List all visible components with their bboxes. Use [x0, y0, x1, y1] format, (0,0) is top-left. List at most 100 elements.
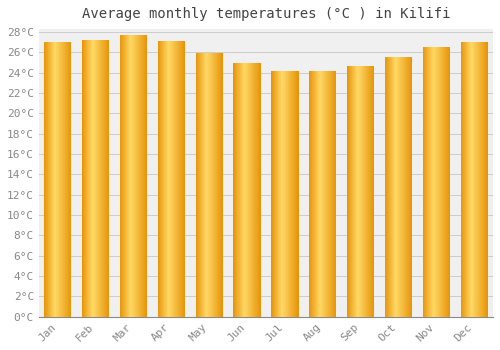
Bar [410, 56, 412, 317]
Bar [48, 42, 49, 317]
Bar [313, 71, 314, 317]
Bar [429, 47, 430, 317]
Bar [286, 71, 287, 317]
Bar [248, 63, 249, 317]
Bar [66, 42, 68, 317]
Bar [202, 54, 203, 317]
Bar [435, 47, 436, 317]
Bar [121, 35, 122, 317]
Bar [487, 42, 488, 317]
Bar [95, 40, 96, 317]
Bar [90, 40, 91, 317]
Bar [143, 35, 144, 317]
Bar [86, 40, 88, 317]
Bar [408, 56, 410, 317]
Bar [108, 40, 110, 317]
Bar [318, 71, 320, 317]
Bar [483, 42, 484, 317]
Bar [368, 66, 369, 317]
Bar [446, 47, 447, 317]
Bar [105, 40, 106, 317]
Bar [234, 63, 236, 317]
Bar [310, 71, 311, 317]
Bar [353, 66, 354, 317]
Bar [484, 42, 485, 317]
Bar [473, 42, 474, 317]
Bar [50, 42, 51, 317]
Bar [49, 42, 50, 317]
Bar [359, 66, 360, 317]
Bar [370, 66, 371, 317]
Bar [348, 66, 349, 317]
Bar [461, 42, 462, 317]
Bar [350, 66, 351, 317]
Bar [144, 35, 145, 317]
Bar [424, 47, 426, 317]
Bar [102, 40, 103, 317]
Bar [222, 54, 223, 317]
Bar [403, 56, 404, 317]
Bar [70, 42, 72, 317]
Bar [97, 40, 98, 317]
Bar [240, 63, 241, 317]
Bar [128, 35, 130, 317]
Bar [391, 56, 392, 317]
Bar [289, 71, 290, 317]
Bar [206, 54, 207, 317]
Bar [296, 71, 297, 317]
Bar [430, 47, 431, 317]
Bar [137, 35, 138, 317]
Bar [463, 42, 464, 317]
Bar [399, 56, 400, 317]
Bar [361, 66, 362, 317]
Bar [470, 42, 472, 317]
Bar [349, 66, 350, 317]
Bar [132, 35, 133, 317]
Bar [472, 42, 473, 317]
Bar [133, 35, 134, 317]
Bar [58, 42, 59, 317]
Bar [352, 66, 353, 317]
Bar [179, 41, 180, 317]
Bar [460, 42, 461, 317]
Bar [445, 47, 446, 317]
Bar [88, 40, 89, 317]
Bar [330, 71, 331, 317]
Bar [320, 71, 322, 317]
Bar [196, 54, 197, 317]
Bar [237, 63, 238, 317]
Bar [65, 42, 66, 317]
Bar [331, 71, 332, 317]
Bar [250, 63, 251, 317]
Bar [364, 66, 366, 317]
Bar [82, 40, 84, 317]
Bar [252, 63, 253, 317]
Bar [442, 47, 443, 317]
Bar [172, 41, 174, 317]
Bar [276, 71, 278, 317]
Bar [284, 71, 285, 317]
Bar [404, 56, 406, 317]
Bar [309, 71, 310, 317]
Bar [245, 63, 246, 317]
Bar [126, 35, 128, 317]
Bar [158, 41, 159, 317]
Bar [328, 71, 329, 317]
Bar [176, 41, 178, 317]
Bar [396, 56, 397, 317]
Bar [479, 42, 480, 317]
Bar [282, 71, 283, 317]
Bar [130, 35, 132, 317]
Bar [234, 63, 235, 317]
Bar [433, 47, 434, 317]
Bar [246, 63, 247, 317]
Bar [325, 71, 326, 317]
Bar [368, 66, 370, 317]
Bar [47, 42, 48, 317]
Bar [393, 56, 394, 317]
Bar [255, 63, 256, 317]
Bar [274, 71, 276, 317]
Bar [406, 56, 408, 317]
Bar [441, 47, 442, 317]
Bar [322, 71, 324, 317]
